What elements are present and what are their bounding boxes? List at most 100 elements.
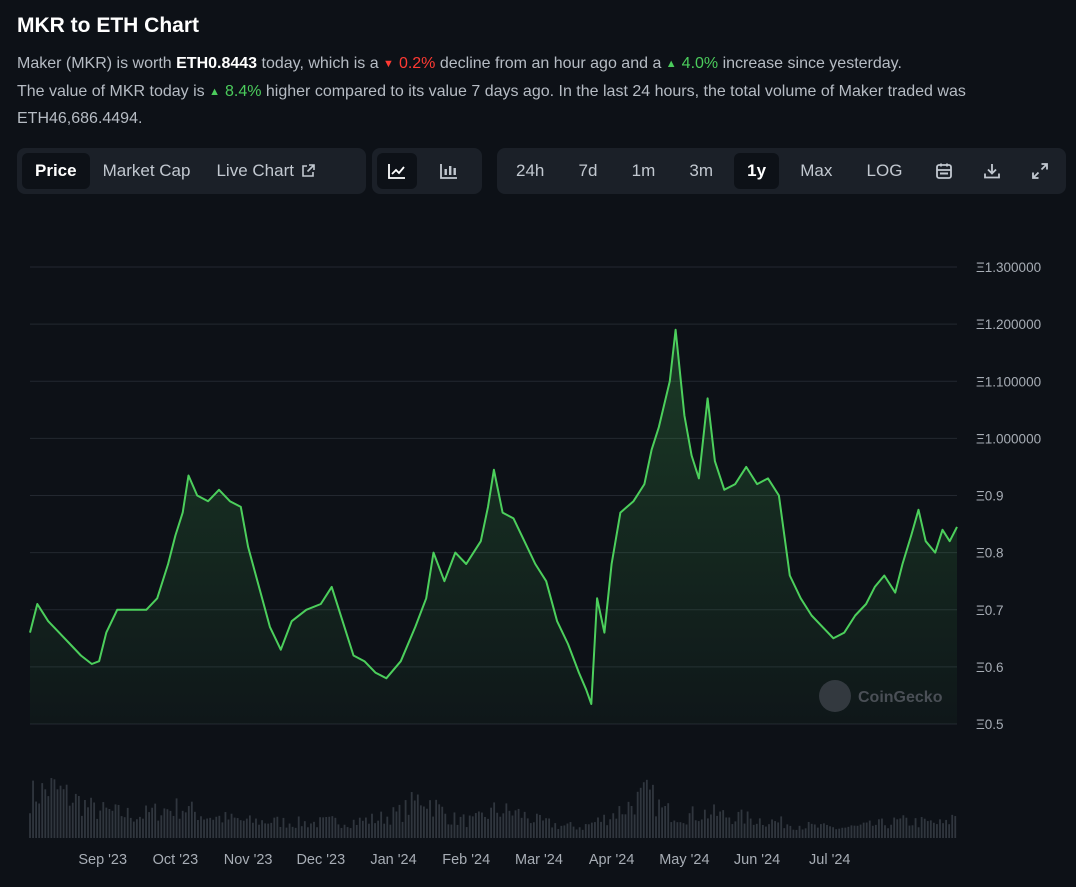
candlestick-chart-button[interactable] [429,153,469,189]
volume-bar [584,824,587,838]
volume-bar [368,823,370,838]
volume-bar [520,817,523,838]
volume-bar [343,824,346,838]
volume-bar [29,813,31,838]
volume-bar [395,811,398,838]
volume-bar [245,818,248,838]
volume-bar [859,824,862,838]
volume-bar [471,816,474,838]
tab-live-chart[interactable]: Live Chart [203,153,328,189]
volume-bar [905,817,908,838]
hour-change: ▼ 0.2% [383,55,436,72]
price-area [30,329,957,724]
range-3m[interactable]: 3m [689,161,714,180]
tab-price[interactable]: Price [22,153,90,189]
x-tick-label: Sep '23 [78,852,127,868]
volume-bar [832,827,835,838]
range-7d[interactable]: 7d [578,161,598,180]
volume-bar [410,792,413,838]
volume-bar [426,808,428,838]
line-chart-icon [388,164,405,179]
volume-bar [578,827,581,838]
volume-bar [737,811,740,838]
line-chart-button[interactable] [377,153,417,189]
log-scale-toggle[interactable]: LOG [866,161,903,180]
volume-bar [190,801,193,838]
volume-bar [844,827,847,838]
volume-bar [481,812,483,838]
range-max[interactable]: Max [800,161,833,180]
volume-bar [691,806,694,838]
volume-bar [612,813,615,838]
volume-bar [688,813,691,838]
volume-bar [679,822,682,838]
volume-bar [887,828,889,838]
volume-bar [526,818,529,838]
volume-bar [881,818,883,838]
volume-bar [206,818,209,838]
calendar-button[interactable] [924,153,964,189]
volume-bar [529,823,532,838]
price-chart[interactable]: Ξ0.5 Ξ0.6 Ξ0.7 Ξ0.8 Ξ0.9 Ξ1.000000 Ξ1.100000 Ξ1… [0,200,1076,887]
volume-bar [102,802,105,838]
volume-bar [740,809,743,838]
volume-bar [499,816,502,838]
volume-bar [50,778,53,838]
volume-bar [508,810,511,838]
volume-bar [932,822,935,838]
volume-bar [929,820,932,838]
volume-bar [920,817,923,838]
volume-bar [841,827,844,838]
volume-bar [801,829,804,838]
volume-bar [896,819,899,838]
volume-bar [325,816,328,838]
volume-bar [551,827,554,838]
volume-bar [874,824,877,838]
volume-bar [746,811,749,838]
volume-bar [273,817,276,838]
volume-bar [642,782,645,838]
range-24h[interactable]: 24h [516,161,545,180]
volume-bar [453,812,456,838]
volume-bar [597,817,599,838]
x-tick-label: Oct '23 [153,852,198,868]
volume-bar [697,821,700,838]
volume-bar [807,821,810,838]
volume-bar [401,821,404,838]
volume-bar [355,824,358,838]
volume-bar [572,826,575,838]
volume-bar [328,816,331,838]
volume-bar [416,794,419,838]
volume-bar [474,813,477,838]
volume-bar [645,779,648,838]
volume-bar [62,789,65,838]
volume-bar [804,828,807,838]
volume-bar [566,823,569,838]
volume-bar [297,816,300,838]
volume-bar [948,824,951,838]
range-1y[interactable]: 1y [734,153,780,189]
volume-bar [548,818,551,838]
watermark: CoinGecko [858,689,943,706]
y-tick-label: Ξ1.300000 [976,260,1041,275]
x-tick-label: Mar '24 [515,852,563,868]
volume-bar [771,819,773,838]
volume-bar [41,783,44,838]
download-button[interactable] [972,153,1012,189]
range-1m[interactable]: 1m [631,161,656,180]
volume-bar [853,825,856,838]
volume-bar [233,817,236,838]
volume-bar [716,815,718,838]
volume-bar [200,816,202,838]
tab-market-cap[interactable]: Market Cap [102,161,191,180]
volume-bar [380,811,383,838]
volume-bar [523,811,526,838]
volume-bar [169,810,172,838]
volume-bar [337,824,340,838]
x-tick-label: May '24 [659,852,709,868]
volume-bar [590,822,593,838]
fullscreen-button[interactable] [1020,153,1060,189]
range-selector: 24h 7d 1m 3m 1y Max LOG [497,148,1066,194]
volume-bar [560,825,563,838]
volume-bar [587,824,590,838]
